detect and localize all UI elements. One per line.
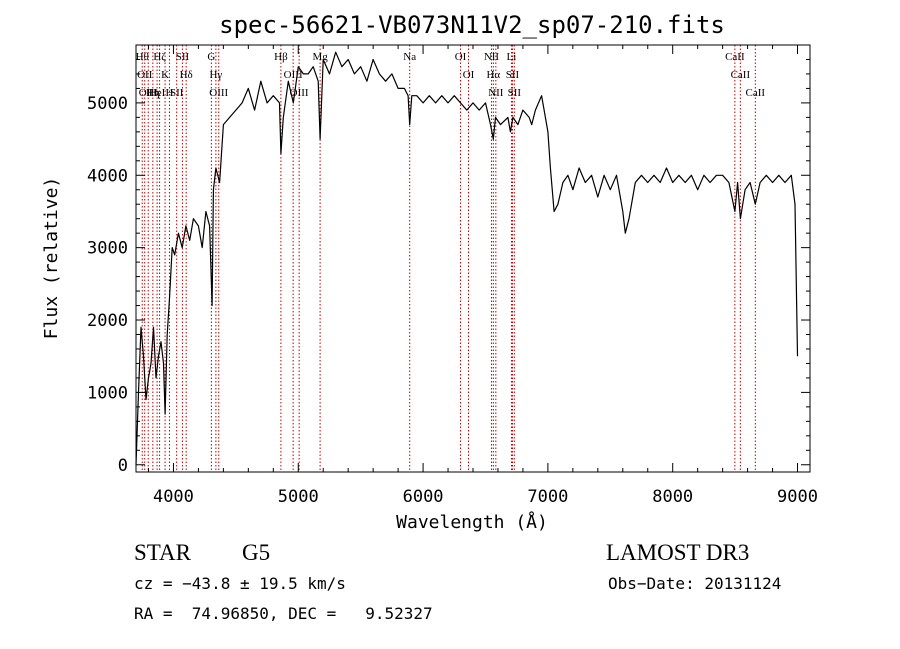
spectral-line-label: Hδ (180, 69, 193, 81)
y-axis-label: Flux (relative) (41, 177, 62, 340)
spectral-line-label: SII (170, 87, 184, 99)
spectral-line-label: Hζ (153, 51, 166, 63)
spectral-line-label: SII (506, 69, 520, 81)
y-tick-label: 1000 (87, 383, 128, 403)
spectral-line-markers (141, 45, 756, 472)
spectral-line-label: Hθ (136, 51, 149, 63)
object-class: STAR (134, 540, 191, 565)
spectral-line-label: Hβ (274, 51, 288, 63)
x-axis: 4000 5000 6000 7000 8000 9000 (147, 45, 818, 507)
y-tick-label: 2000 (87, 311, 128, 331)
spectral-line-label: NII (484, 51, 500, 63)
redshift-cz: cz = −43.8 ± 19.5 km/s (134, 574, 346, 593)
spectral-line-label: CaII (731, 69, 751, 81)
spectral-line-label: SII (176, 51, 190, 63)
y-tick-label: 4000 (87, 166, 128, 186)
spectral-line-label: HeI (149, 87, 166, 99)
spectral-line-label: NII (488, 87, 504, 99)
spectral-line-label: CaII (746, 87, 766, 99)
y-tick-label: 0 (118, 456, 128, 476)
spectral-line-label: G (207, 51, 215, 63)
spectral-line-label: K (161, 69, 169, 81)
survey-name: LAMOST DR3 (606, 540, 750, 565)
spectral-line-label: SII (508, 87, 522, 99)
spectral-line-label: Mg (312, 51, 328, 63)
spectral-line-label: H (165, 87, 173, 99)
spectral-line-label: OI (463, 69, 475, 81)
spectral-line-label: OIII (209, 87, 228, 99)
spectral-line-label: OI (455, 51, 467, 63)
spectral-line-label: Li (507, 51, 517, 63)
spectral-line-label: Hγ (209, 69, 222, 81)
x-tick-label: 5000 (278, 487, 319, 507)
y-tick-label: 3000 (87, 239, 128, 259)
y-tick-label: 5000 (87, 94, 128, 114)
chart-title: spec-56621-VB073N11V2_sp07-210.fits (219, 11, 725, 39)
spectral-line-label: OIII (284, 69, 303, 81)
x-tick-label: 7000 (527, 487, 568, 507)
ra-dec-coordinates: RA = 74.96850, DEC = 9.52327 (134, 604, 433, 623)
x-tick-label: 8000 (652, 487, 693, 507)
y-axis: 0 1000 2000 3000 4000 5000 (87, 58, 810, 476)
spectral-line-label: OII (137, 69, 153, 81)
spectral-line-label: CaII (725, 51, 745, 63)
observation-date: Obs−Date: 20131124 (608, 574, 782, 593)
spectral-line-labels: HθOIIOIIIHηHeIHζKHSIISIIHδGHγOIIIHβOIIIO… (136, 51, 766, 99)
spectrum-line (135, 51, 799, 465)
spectral-line-label: Hη (146, 87, 160, 99)
spectral-line-label: Na (403, 51, 416, 63)
spectral-line-label: Hα (486, 69, 500, 81)
x-tick-label: 9000 (777, 487, 818, 507)
x-tick-label: 4000 (153, 487, 194, 507)
object-subclass: G5 (242, 540, 271, 565)
spectral-line-label: OIII (139, 87, 158, 99)
x-axis-label: Wavelength (Å) (396, 511, 548, 533)
x-tick-label: 6000 (403, 487, 444, 507)
